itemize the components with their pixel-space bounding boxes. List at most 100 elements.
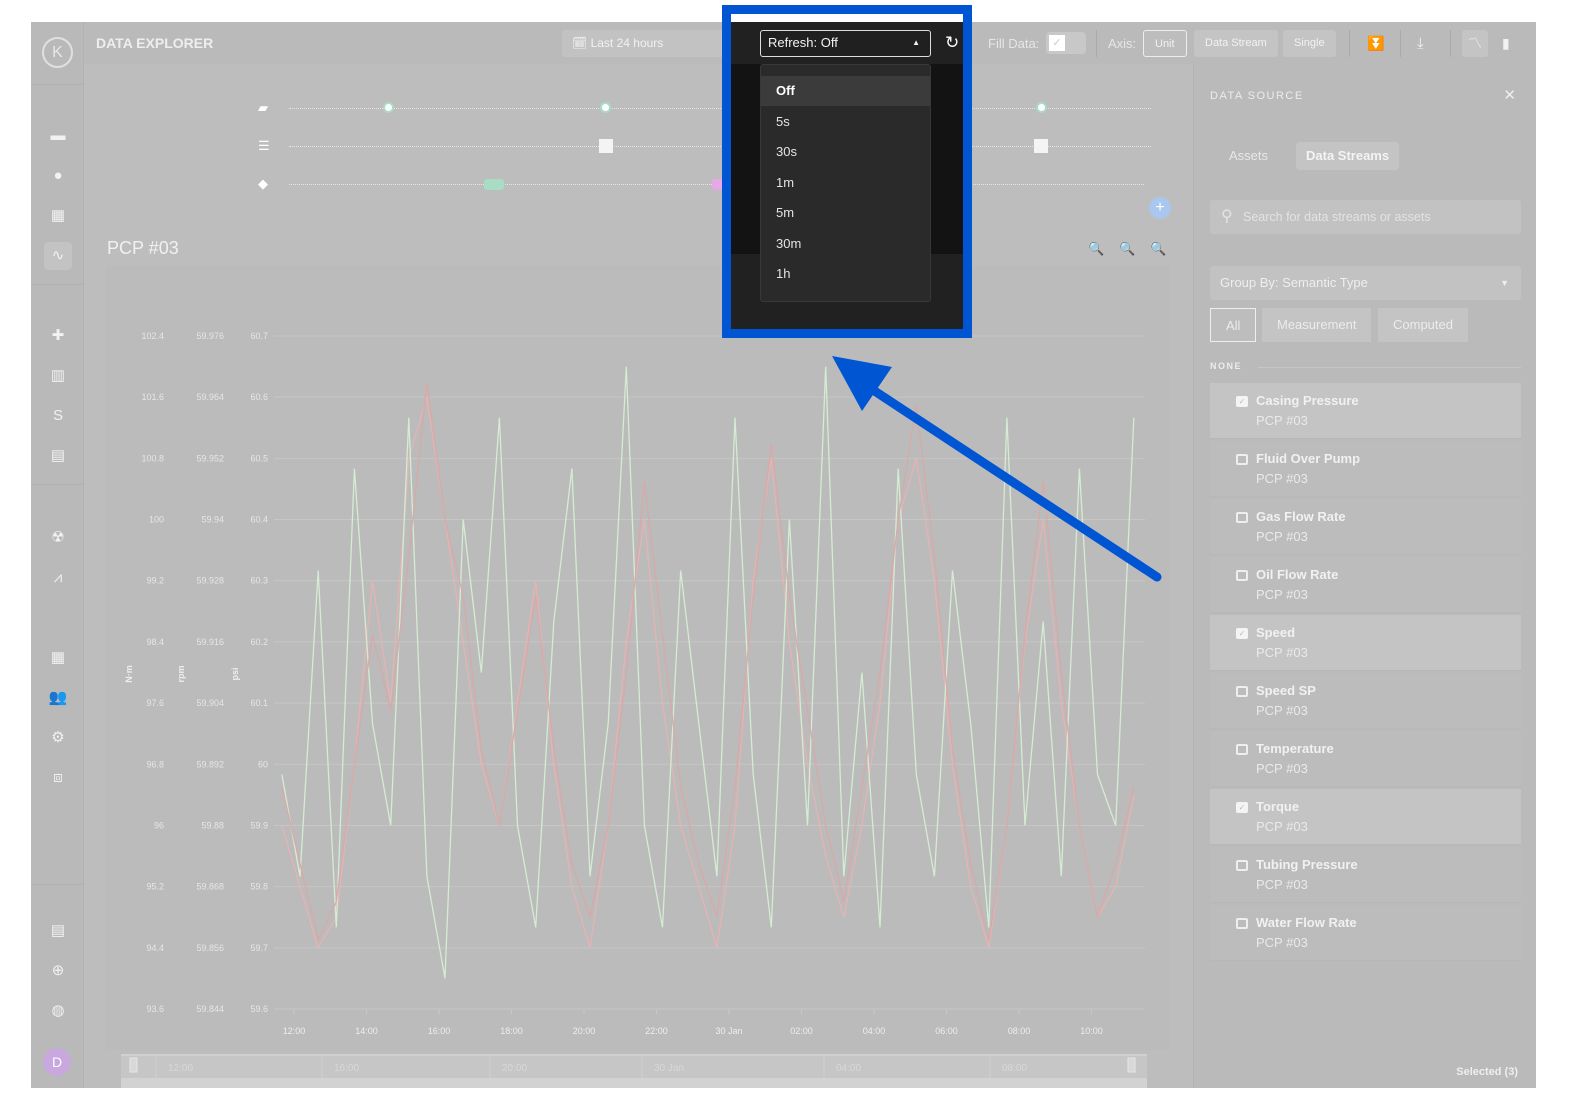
fill-data-toggle[interactable]: ✓ [1046, 32, 1086, 54]
tag-marker[interactable] [484, 179, 504, 190]
checkbox[interactable]: ✓ [1236, 628, 1248, 639]
y-tick-label: 59.856 [196, 943, 224, 953]
selected-count: Selected (3) [1456, 1066, 1518, 1078]
x-tick-label: 30 Jan [715, 1026, 742, 1036]
download-icon[interactable]: ⤓ [1417, 35, 1424, 52]
dashboard-icon[interactable]: ▦ [50, 649, 66, 666]
checkbox[interactable] [1236, 860, 1248, 871]
refresh-icon[interactable]: ↻ [945, 33, 960, 52]
data-stream-item[interactable]: ✓ Torque PCP #03 [1210, 789, 1521, 845]
checkbox[interactable]: ✓ [1236, 396, 1248, 407]
filter-computed[interactable]: Computed [1378, 308, 1468, 342]
filter-all[interactable]: All [1210, 308, 1257, 342]
y-axis-unit: psi [230, 667, 240, 680]
refresh-select[interactable]: Refresh: Off ▲ [760, 30, 931, 57]
filter-measurement[interactable]: Measurement [1262, 308, 1372, 342]
checkbox[interactable]: ✓ [1236, 802, 1248, 813]
navigator-svg[interactable]: 12:00 16:00 20:00 30 Jan 04:00 08:00 [121, 1056, 1147, 1088]
user-settings-icon[interactable]: ⚙ [51, 729, 65, 746]
data-stream-item[interactable]: Water Flow Rate PCP #03 [1210, 905, 1521, 961]
checkbox[interactable] [1236, 570, 1248, 581]
navigator-tick-label: 16:00 [334, 1063, 359, 1074]
main-panel: ▰ ☰ ◆ + PCP #03 🔍 🔍 🔍 102.4 59.976 60.7 101… [84, 64, 1191, 1088]
trend-icon[interactable]: 〽 [1462, 30, 1488, 57]
x-tick-label: 16:00 [428, 1026, 451, 1036]
world-icon[interactable]: ◍ [51, 1002, 65, 1019]
document-icon[interactable]: ▤ [50, 922, 66, 939]
data-stream-item[interactable]: ✓ Speed PCP #03 [1210, 615, 1521, 671]
comment-marker[interactable] [383, 102, 394, 113]
data-stream-item[interactable]: Speed SP PCP #03 [1210, 673, 1521, 729]
checkbox[interactable] [1236, 918, 1248, 929]
barrier-icon[interactable]: ▤ [50, 447, 66, 464]
x-tick-label: 10:00 [1080, 1026, 1103, 1036]
line-chart-icon[interactable]: ⩘ [53, 569, 63, 586]
series-line[interactable] [281, 381, 1135, 943]
puzzle-icon[interactable]: ✚ [51, 327, 65, 344]
checkbox[interactable] [1236, 744, 1248, 755]
collapse-icon[interactable]: ⏬ [1367, 35, 1385, 51]
checkbox[interactable] [1236, 512, 1248, 523]
comment-marker[interactable] [1036, 102, 1047, 113]
time-range-select[interactable]: 🗓 Last 24 hours [562, 30, 747, 57]
axis-label: Axis: [1108, 36, 1137, 51]
route-icon[interactable]: S [52, 407, 63, 424]
data-stream-item[interactable]: Oil Flow Rate PCP #03 [1210, 557, 1521, 613]
tab-data-streams[interactable]: Data Streams [1296, 142, 1400, 170]
zoom-in-icon[interactable]: 🔍 [1088, 241, 1105, 256]
widgets-icon[interactable]: ▦ [50, 207, 66, 224]
tab-assets[interactable]: Assets [1229, 148, 1269, 163]
users-icon[interactable]: 👥 [48, 689, 68, 706]
zoom-reset-icon[interactable]: 🔍 [1150, 241, 1167, 256]
series-line[interactable] [281, 366, 1135, 979]
y-tick-label: 100 [149, 515, 164, 525]
data-stream-item[interactable]: ✓ Casing Pressure PCP #03 [1210, 383, 1521, 439]
search-input[interactable]: ⚲ Search for data streams or assets [1210, 200, 1521, 234]
code-icon[interactable]: ⧈ [53, 769, 63, 786]
axis-single-button[interactable]: Single [1283, 30, 1336, 57]
checkbox[interactable] [1236, 454, 1248, 465]
chart-area[interactable]: 102.4 59.976 60.7 101.6 59.964 60.6 100.8 59.95… [106, 266, 1170, 1068]
refresh-option[interactable]: 1h [776, 266, 791, 281]
bar-chart-icon[interactable]: ▥ [50, 367, 66, 384]
calendar-icon[interactable]: ▬ [50, 127, 66, 144]
axis-unit-button[interactable]: Unit [1143, 30, 1187, 57]
refresh-option[interactable]: 5m [776, 205, 795, 220]
fill-data-label: Fill Data: [988, 36, 1040, 51]
search-icon: ⚲ [1221, 208, 1233, 225]
navigator-handle-left[interactable] [129, 1057, 138, 1073]
y-tick-label: 59.976 [196, 331, 224, 341]
refresh-option[interactable]: 1m [776, 174, 795, 190]
y-tick-label: 59.916 [196, 637, 224, 647]
axis-data-stream-button[interactable]: Data Stream [1194, 30, 1278, 57]
data-stream-item[interactable]: Gas Flow Rate PCP #03 [1210, 499, 1521, 555]
zoom-out-icon[interactable]: 🔍 [1119, 241, 1136, 256]
support-icon[interactable]: ⊕ [51, 962, 65, 979]
globe-icon[interactable]: ● [53, 167, 63, 184]
add-tag-button[interactable]: + [1149, 197, 1171, 219]
refresh-option[interactable]: 30m [776, 235, 802, 251]
group-by-select[interactable]: Group By: Semantic Type ▼ [1210, 266, 1521, 300]
activity-icon[interactable]: ∿ [44, 242, 72, 270]
range-navigator[interactable]: 12:00 16:00 20:00 30 Jan 04:00 08:00 [121, 1054, 1147, 1088]
refresh-option[interactable]: 5s [776, 113, 790, 129]
setpoint-marker[interactable] [1034, 139, 1048, 153]
refresh-option[interactable]: Off [761, 76, 930, 106]
group-header: NONE [1210, 361, 1243, 371]
refresh-option[interactable]: 30s [776, 144, 797, 159]
navigator-handle-right[interactable] [1127, 1057, 1136, 1073]
comment-marker[interactable] [600, 102, 611, 113]
data-stream-item[interactable]: Tubing Pressure PCP #03 [1210, 847, 1521, 903]
stream-asset: PCP #03 [1256, 587, 1308, 602]
radioactive-icon[interactable]: ☢ [51, 529, 65, 546]
setpoint-marker[interactable] [599, 139, 613, 153]
avatar[interactable]: D [43, 1048, 71, 1076]
data-stream-item[interactable]: Temperature PCP #03 [1210, 731, 1521, 787]
close-icon[interactable]: ✕ [1503, 87, 1516, 104]
checkbox[interactable] [1236, 686, 1248, 697]
document-icon[interactable]: ▮ [1502, 35, 1510, 51]
stream-asset: PCP #03 [1256, 413, 1308, 428]
data-stream-item[interactable]: Fluid Over Pump PCP #03 [1210, 441, 1521, 497]
page-title: DATA EXPLORER [96, 35, 214, 51]
navigator-scrollbar[interactable] [121, 1078, 1147, 1088]
